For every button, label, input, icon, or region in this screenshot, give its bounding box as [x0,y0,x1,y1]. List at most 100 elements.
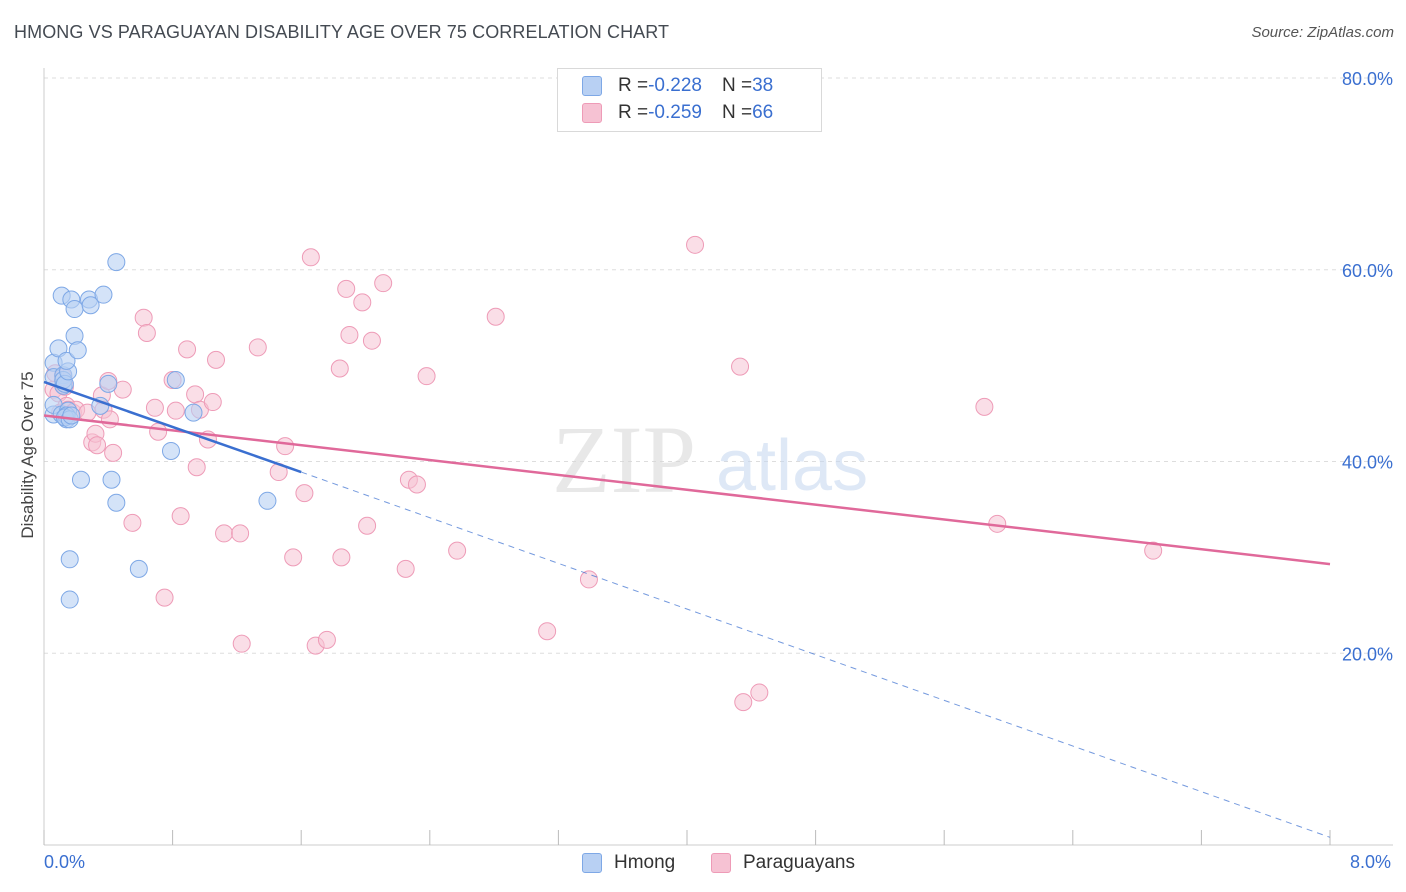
paraguayans-point [353,293,372,312]
legend-row-hmong: R = -0.228 N = 38 [582,74,773,98]
paraguayans-point [215,524,234,543]
paraguayans-point [149,422,168,441]
n-label: N = [721,102,753,123]
paraguayans-point [231,524,250,543]
hmong-point [107,493,126,512]
bottom-legend-hmong: Hmong [582,852,675,874]
paraguayans-point [166,401,185,420]
paraguayans-point [538,622,557,641]
y-tick-label: 80.0% [1342,69,1393,89]
n-label: N = [721,75,753,96]
paraguayans-point [340,325,359,344]
paraguayans-point [407,475,426,494]
paraguayans-point [358,516,377,535]
hmong-point [71,470,90,489]
paraguayans-point [362,331,381,350]
paraguayans-point [396,559,415,578]
y-tick-labels: 20.0% 40.0% 60.0% 80.0% [1342,69,1393,664]
hmong-point [129,559,148,578]
hmong-point [161,441,180,460]
trend-lines [43,380,1331,838]
hmong-legend-swatch [582,853,602,873]
axes [43,68,1393,846]
paraguayans-point [123,513,142,532]
paraguayans-point [88,436,107,455]
stats-legend: R = -0.228 N = 38 R = -0.259 N = 66 [557,68,822,132]
y-tick-label: 20.0% [1342,644,1393,664]
y-axis-label: Disability Age Over 75 [18,371,37,539]
paraguayans-point [134,308,153,327]
hmong-point [258,491,277,510]
watermark-zip: ZIP [552,406,696,513]
paraguayans-point [155,588,174,607]
paraguayans-point [1144,541,1163,560]
paraguayans-legend-label: Paraguayans [743,852,855,873]
paraguayans-point [104,443,123,462]
paraguayans-point [295,484,314,503]
hmong-point [62,406,81,425]
r-label: R = [618,102,649,123]
paraguayans-point [137,324,156,343]
bottom-legend-paraguayans: Paraguayans [711,852,855,874]
paraguayans-point [975,397,994,416]
paraguayans-point [207,350,226,369]
hmong-trend-extension [301,471,1331,838]
r-label: R = [618,75,649,96]
paraguayans-point [734,693,753,712]
chart-title: HMONG VS PARAGUAYAN DISABILITY AGE OVER … [14,22,670,42]
gridlines [44,77,1393,654]
paraguayans-point [186,385,205,404]
paraguayans-point [284,548,303,567]
hmong-trend-line [43,380,302,474]
paraguayans-point [187,458,206,477]
paraguayans-point [276,437,295,456]
source-label: Source: ZipAtlas.com [1251,24,1394,41]
paraguayans-trend-line [43,414,1331,566]
hmong-point [102,470,121,489]
paraguayans-point [248,338,267,357]
hmong-points [44,253,277,609]
watermark-atlas: atlas [716,426,868,506]
n-value: 38 [752,75,774,96]
hmong-point [94,285,113,304]
paraguayans-point [579,570,598,589]
paraguayans-point [448,541,467,560]
r-value: -0.259 [648,102,702,123]
hmong-point [57,351,76,370]
x-tick-label-max: 8.0% [1350,852,1392,872]
r-value: -0.228 [648,75,702,96]
hmong-point [60,550,79,569]
hmong-swatch [582,76,602,96]
paraguayans-point [417,367,436,386]
paraguayans-swatch [582,103,602,123]
paraguayans-point [171,507,190,526]
legend-row-paraguayans: R = -0.259 N = 66 [582,101,773,125]
paraguayans-point [203,393,222,412]
paraguayans-point [178,340,197,359]
y-tick-label: 40.0% [1342,453,1393,473]
paraguayans-legend-swatch [711,853,731,873]
hmong-point [81,296,100,315]
hmong-point [99,374,118,393]
hmong-point [166,371,185,390]
watermark: ZIP atlas [552,406,868,513]
paraguayans-point [686,235,705,254]
paraguayans-point [332,548,351,567]
n-value: 66 [752,102,774,123]
x-tick-label-min: 0.0% [44,852,86,872]
paraguayans-point [374,274,393,293]
x-ticks [43,830,1331,845]
hmong-point [68,341,87,360]
paraguayans-point [486,307,505,326]
paraguayans-point [731,357,750,376]
y-tick-label: 60.0% [1342,261,1393,281]
paraguayans-point [232,634,251,653]
hmong-point [107,253,126,272]
paraguayans-point [330,359,349,378]
hmong-point [184,403,203,422]
paraguayans-point [317,630,336,649]
paraguayans-point [337,279,356,298]
paraguayans-point [145,398,164,417]
paraguayans-point [750,683,769,702]
